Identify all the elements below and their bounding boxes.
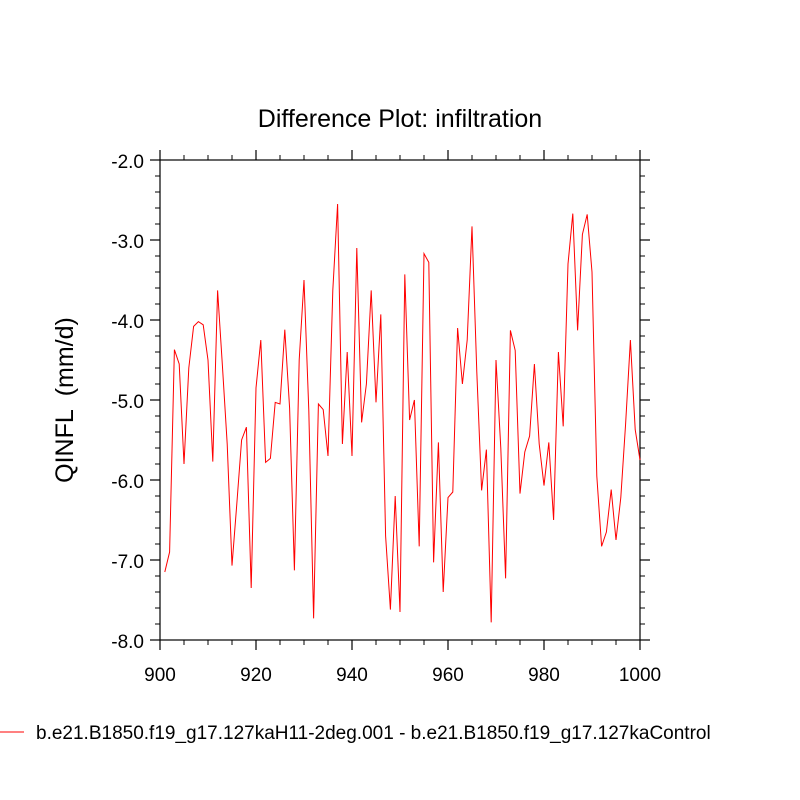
x-tick-label: 960 <box>432 665 464 686</box>
series-line <box>164 203 641 623</box>
x-tick-label: 940 <box>336 665 368 686</box>
y-tick-label: -5.0 <box>111 392 144 413</box>
series-layer <box>164 203 641 623</box>
x-tick-label: 980 <box>528 665 560 686</box>
x-axis-ticks: 900 920 940 960 980 1000 <box>144 150 661 686</box>
plot-frame <box>159 159 641 641</box>
x-tick-label: 900 <box>144 665 176 686</box>
chart-title: Difference Plot: infiltration <box>258 105 542 133</box>
y-axis-ticks: -8.0 -7.0 -6.0 -5.0 -4.0 -3.0 -2.0 <box>111 152 650 653</box>
x-tick-label: 1000 <box>619 665 661 686</box>
y-tick-label: -4.0 <box>111 312 144 333</box>
y-tick-label: -8.0 <box>111 632 144 653</box>
y-axis-label: QINFL (mm/d) <box>51 317 79 483</box>
y-tick-label: -7.0 <box>111 552 144 573</box>
legend-label: b.e21.B1850.f19_g17.127kaH11-2deg.001 - … <box>36 723 711 744</box>
legend: b.e21.B1850.f19_g17.127kaH11-2deg.001 - … <box>0 723 711 744</box>
y-tick-label: -6.0 <box>111 472 144 493</box>
x-tick-label: 920 <box>240 665 272 686</box>
y-tick-label: -2.0 <box>111 152 144 173</box>
y-tick-label: -3.0 <box>111 232 144 253</box>
plot-area: -8.0 -7.0 -6.0 -5.0 -4.0 -3.0 -2.0 900 920 940 96… <box>111 150 661 686</box>
